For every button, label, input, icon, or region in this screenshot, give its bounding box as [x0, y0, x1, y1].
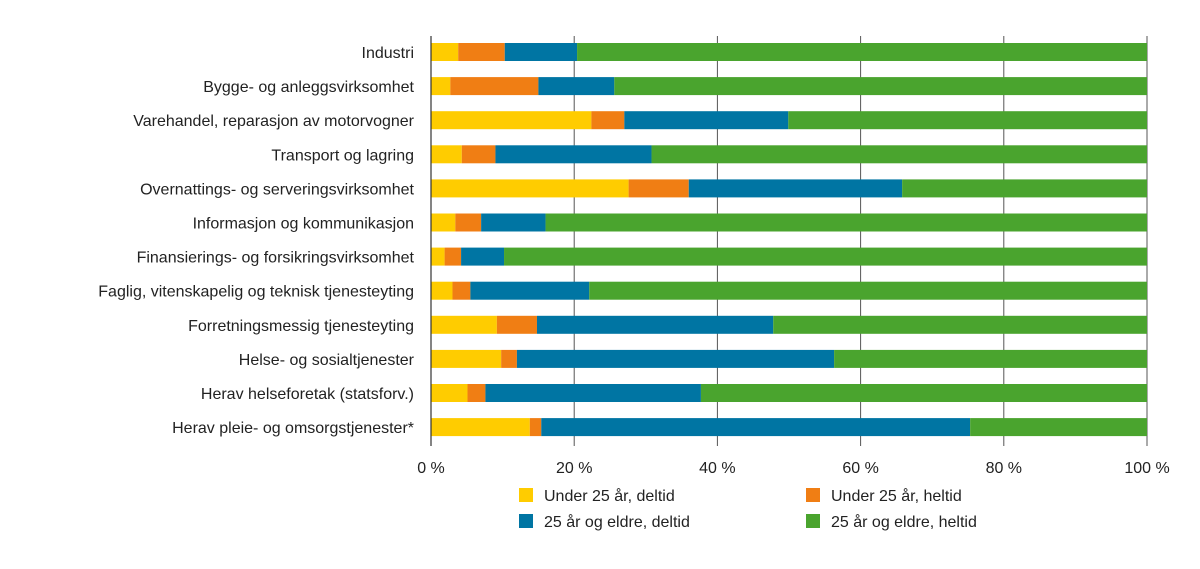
bar-segment [541, 418, 971, 437]
bar-segment [458, 43, 505, 61]
category-labels: Industri Bygge- og anleggsvirksomhet Vareh… [98, 45, 414, 437]
category-label: Overnattings- og serveringsvirksomhet [140, 181, 414, 198]
bar-segment [529, 418, 542, 437]
bar-segment [688, 179, 903, 198]
bar-segment [589, 281, 1147, 300]
bar-segment [538, 77, 615, 96]
bar-segment [970, 418, 1147, 437]
x-tick-label: 80 % [986, 460, 1022, 477]
bar-segment [485, 384, 701, 402]
bar-segment [450, 77, 539, 96]
bar-segment [431, 281, 453, 300]
category-label: Transport og lagring [271, 147, 414, 164]
bar-segment [431, 145, 462, 164]
bar-segment [516, 349, 835, 368]
bar-segment [431, 384, 468, 402]
bar-segment [495, 145, 652, 164]
category-label: Herav helseforetak (statsforv.) [201, 386, 414, 403]
category-label: Varehandel, reparasjon av motorvogner [133, 113, 414, 130]
legend-label: Under 25 år, deltid [544, 487, 675, 505]
bar-segment [461, 247, 505, 266]
bar-segment [431, 349, 502, 368]
legend-label: 25 år og eldre, heltid [831, 513, 977, 531]
category-label: Helse- og sosialtjenester [239, 352, 415, 369]
x-tick-label: 20 % [556, 460, 592, 477]
bar-segment [773, 315, 1147, 334]
category-label: Bygge- og anleggsvirksomhet [203, 79, 414, 96]
bar-segment [470, 281, 590, 300]
bar-segment [504, 43, 578, 61]
bars [431, 43, 1148, 437]
bar-segment [431, 247, 445, 266]
x-tick-labels: 0 % 20 % 40 % 60 % 80 % 100 % [417, 460, 1169, 477]
legend-swatch [519, 488, 533, 502]
bar-segment [431, 315, 497, 334]
legend-swatch [806, 488, 820, 502]
category-label: Industri [362, 45, 414, 62]
x-tick-label: 0 % [417, 460, 445, 477]
bar-segment [614, 77, 1147, 96]
bar-segment [902, 179, 1147, 198]
bar-segment [501, 349, 517, 368]
bar-segment [504, 247, 1148, 266]
bar-segment [431, 43, 459, 61]
bar-segment [545, 213, 1147, 232]
bar-segment [591, 111, 625, 130]
bar-segment [455, 213, 482, 232]
legend-swatch [806, 514, 820, 528]
legend-label: 25 år og eldre, deltid [544, 513, 690, 531]
bar-segment [461, 145, 496, 164]
category-label: Herav pleie- og omsorgstjenester* [172, 420, 414, 437]
x-tick-label: 40 % [699, 460, 735, 477]
category-label: Forretningsmessig tjenesteyting [188, 318, 414, 335]
bar-segment [788, 111, 1147, 130]
bar-segment [431, 77, 451, 96]
bar-segment [496, 315, 537, 334]
bar-segment [431, 111, 592, 130]
bar-segment [536, 315, 774, 334]
legend-label: Under 25 år, heltid [831, 487, 962, 505]
legend: Under 25 år, deltid Under 25 år, heltid 25… [519, 487, 977, 531]
bar-segment [700, 384, 1147, 402]
category-label: Informasjon og kommunikasjon [193, 216, 414, 233]
bar-segment [624, 111, 789, 130]
bar-segment [577, 43, 1147, 61]
bar-segment [467, 384, 486, 402]
legend-swatch [519, 514, 533, 528]
bar-segment [481, 213, 546, 232]
bar-segment [431, 179, 629, 198]
bar-segment [628, 179, 689, 198]
bar-segment [444, 247, 462, 266]
bar-segment [431, 213, 456, 232]
bar-segment [834, 349, 1147, 368]
grid [573, 36, 1148, 446]
bar-segment [651, 145, 1147, 164]
x-tick-label: 100 % [1124, 460, 1169, 477]
bar-segment [431, 418, 530, 437]
category-label: Finansierings- og forsikringsvirksomhet [137, 250, 415, 267]
x-tick-label: 60 % [842, 460, 878, 477]
bar-segment [452, 281, 471, 300]
category-label: Faglig, vitenskapelig og teknisk tjenest… [98, 284, 414, 301]
